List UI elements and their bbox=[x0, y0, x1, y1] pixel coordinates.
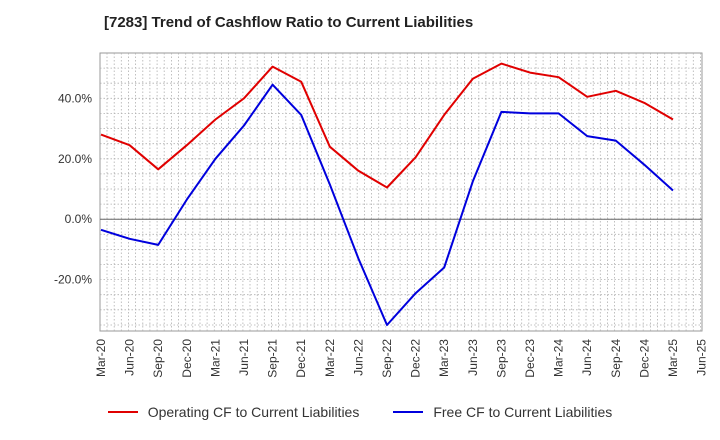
x-tick-label: Mar-25 bbox=[666, 339, 680, 377]
x-tick-label: Sep-21 bbox=[266, 339, 280, 378]
x-tick-label: Jun-24 bbox=[580, 339, 594, 376]
series-line-operating-cf bbox=[100, 62, 674, 189]
x-tick-label: Dec-21 bbox=[294, 339, 308, 378]
legend-swatch-free-cf bbox=[393, 411, 424, 413]
y-tick-labels: -20.0% 0.0% 20.0% 40.0% bbox=[54, 91, 92, 286]
x-tick-label: Jun-25 bbox=[695, 339, 709, 376]
y-tick-label: 40.0% bbox=[58, 91, 92, 105]
series-lines bbox=[100, 62, 674, 326]
x-tick-label: Dec-22 bbox=[409, 339, 423, 378]
legend-label-operating-cf: Operating CF to Current Liabilities bbox=[147, 404, 360, 420]
x-tick-labels: Mar-20 Jun-20 Sep-20 Dec-20 Mar-21 Jun-21 Sep-… bbox=[94, 339, 709, 378]
y-tick-label: 0.0% bbox=[65, 212, 93, 226]
x-tick-label: Jun-20 bbox=[123, 339, 137, 376]
y-tick-label: 20.0% bbox=[58, 152, 92, 166]
legend: Operating CF to Current Liabilities Free… bbox=[0, 404, 720, 420]
x-tick-label: Sep-23 bbox=[494, 339, 508, 378]
x-tick-label: Jun-21 bbox=[237, 339, 251, 376]
x-tick-label: Dec-24 bbox=[637, 339, 651, 378]
x-tick-label: Jun-23 bbox=[466, 339, 480, 376]
y-tick-label: -20.0% bbox=[54, 273, 92, 287]
chart-title: [7283] Trend of Cashflow Ratio to Curren… bbox=[104, 14, 474, 31]
x-tick-label: Mar-23 bbox=[437, 339, 451, 377]
legend-item-free-cf: Free CF to Current Liabilities bbox=[393, 404, 612, 420]
x-tick-label: Mar-22 bbox=[323, 339, 337, 377]
series-line-free-cf bbox=[100, 83, 674, 326]
x-tick-label: Dec-23 bbox=[523, 339, 537, 378]
grid-lines bbox=[100, 53, 702, 331]
plot-frame bbox=[99, 52, 703, 332]
x-tick-label: Jun-22 bbox=[351, 339, 365, 376]
x-tick-label: Mar-24 bbox=[552, 339, 566, 377]
x-tick-label: Sep-24 bbox=[609, 339, 623, 378]
legend-item-operating-cf: Operating CF to Current Liabilities bbox=[107, 404, 360, 420]
legend-swatch-operating-cf bbox=[107, 411, 138, 413]
x-tick-label: Sep-20 bbox=[151, 339, 165, 378]
x-tick-label: Sep-22 bbox=[380, 339, 394, 378]
x-tick-label: Dec-20 bbox=[180, 339, 194, 378]
x-tick-label: Mar-20 bbox=[94, 339, 108, 377]
x-tick-label: Mar-21 bbox=[208, 339, 222, 377]
legend-label-free-cf: Free CF to Current Liabilities bbox=[433, 404, 613, 420]
